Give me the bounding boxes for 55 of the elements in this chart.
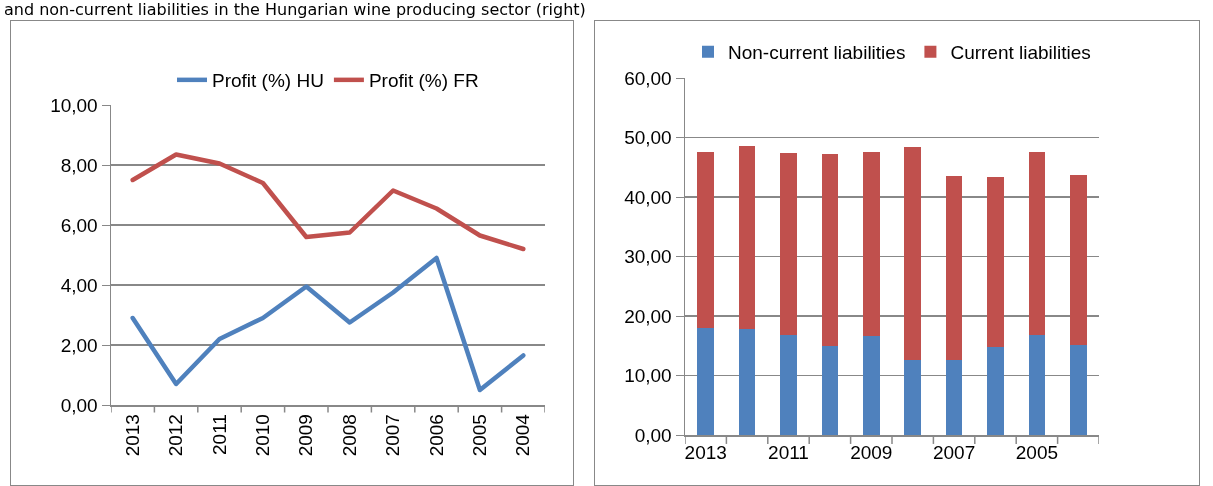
y-tick-label: 0,00 [634, 424, 672, 446]
bar [863, 336, 880, 435]
legend-label: Current liabilities [950, 42, 1091, 64]
y-tick-label: 20,00 [624, 305, 672, 327]
bar [1028, 152, 1046, 336]
bar [780, 152, 797, 336]
bar [987, 176, 1004, 347]
x-tick-label: 2008 [338, 414, 360, 457]
line-series [130, 152, 526, 252]
legend-label: Profit (%) HU [212, 70, 324, 92]
x-tick-label: 2009 [850, 442, 893, 464]
bar [821, 153, 839, 346]
x-tick-label: 2005 [469, 414, 491, 457]
bar [987, 346, 1004, 435]
y-tick-label: 50,00 [624, 127, 672, 149]
x-tick-label: 2007 [932, 442, 976, 464]
y-tick-label: 4,00 [60, 274, 98, 296]
bar [1070, 344, 1087, 435]
bar [904, 360, 921, 435]
legend-label: Non-current liabilities [728, 42, 906, 64]
x-tick-label: 2013 [684, 442, 727, 464]
y-tick-label: 8,00 [60, 154, 98, 176]
bar [697, 327, 714, 435]
x-tick-label: 2013 [121, 414, 143, 457]
x-tick-label: 2006 [425, 414, 447, 457]
bar [863, 152, 880, 337]
bar [945, 360, 963, 435]
bar [1070, 174, 1087, 345]
bar [780, 335, 797, 435]
y-tick-label: 6,00 [60, 214, 98, 236]
y-tick-label: 30,00 [624, 246, 672, 268]
y-tick-label: 10,00 [50, 94, 98, 116]
y-tick-label: 2,00 [60, 334, 98, 356]
bar [697, 152, 714, 328]
x-tick-label: 2005 [1015, 442, 1059, 464]
y-tick-label: 0,00 [60, 394, 98, 416]
x-tick-label: 2009 [295, 414, 317, 457]
bar [821, 345, 839, 435]
x-tick-label: 2012 [165, 414, 187, 457]
line-series [130, 255, 526, 393]
x-tick-label: 2004 [512, 413, 534, 457]
y-tick-label: 40,00 [624, 186, 672, 208]
bar [1028, 335, 1046, 435]
x-tick-label: 2011 [208, 414, 230, 455]
x-tick-label: 2007 [382, 414, 404, 457]
x-tick-label: 2010 [252, 414, 274, 457]
y-tick-label: 10,00 [624, 365, 672, 387]
bar [904, 147, 921, 361]
chart-title: and non-current liabilities in the Hungarian wine producing sector (right) [3, 0, 587, 20]
x-tick-label: 2011 [768, 442, 809, 464]
bar [945, 176, 963, 361]
bar [738, 329, 756, 435]
bar [738, 145, 756, 330]
legend-label: Profit (%) FR [368, 70, 479, 92]
y-tick-label: 60,00 [624, 67, 672, 89]
